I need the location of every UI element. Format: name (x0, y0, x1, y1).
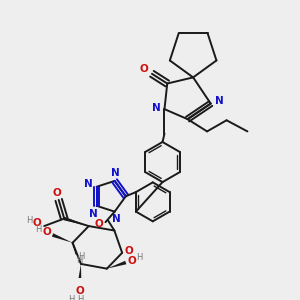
Text: O: O (33, 218, 42, 228)
Text: N: N (152, 103, 161, 113)
Text: O: O (95, 219, 104, 229)
Polygon shape (52, 233, 73, 243)
Text: H: H (69, 295, 75, 300)
Text: H: H (76, 256, 83, 265)
Polygon shape (107, 261, 126, 269)
Text: H: H (26, 216, 32, 225)
Polygon shape (64, 217, 89, 226)
Text: H: H (78, 252, 84, 261)
Text: O: O (128, 256, 136, 266)
Text: O: O (42, 227, 51, 237)
Text: H: H (35, 226, 42, 235)
Text: H: H (136, 253, 143, 262)
Text: N: N (111, 168, 120, 178)
Text: O: O (76, 286, 85, 296)
Text: N: N (112, 214, 121, 224)
Text: N: N (215, 96, 224, 106)
Text: H: H (77, 295, 83, 300)
Text: O: O (140, 64, 148, 74)
Text: O: O (53, 188, 62, 198)
Text: O: O (125, 246, 134, 256)
Text: N: N (84, 179, 93, 189)
Polygon shape (78, 264, 81, 283)
Text: N: N (89, 208, 98, 219)
